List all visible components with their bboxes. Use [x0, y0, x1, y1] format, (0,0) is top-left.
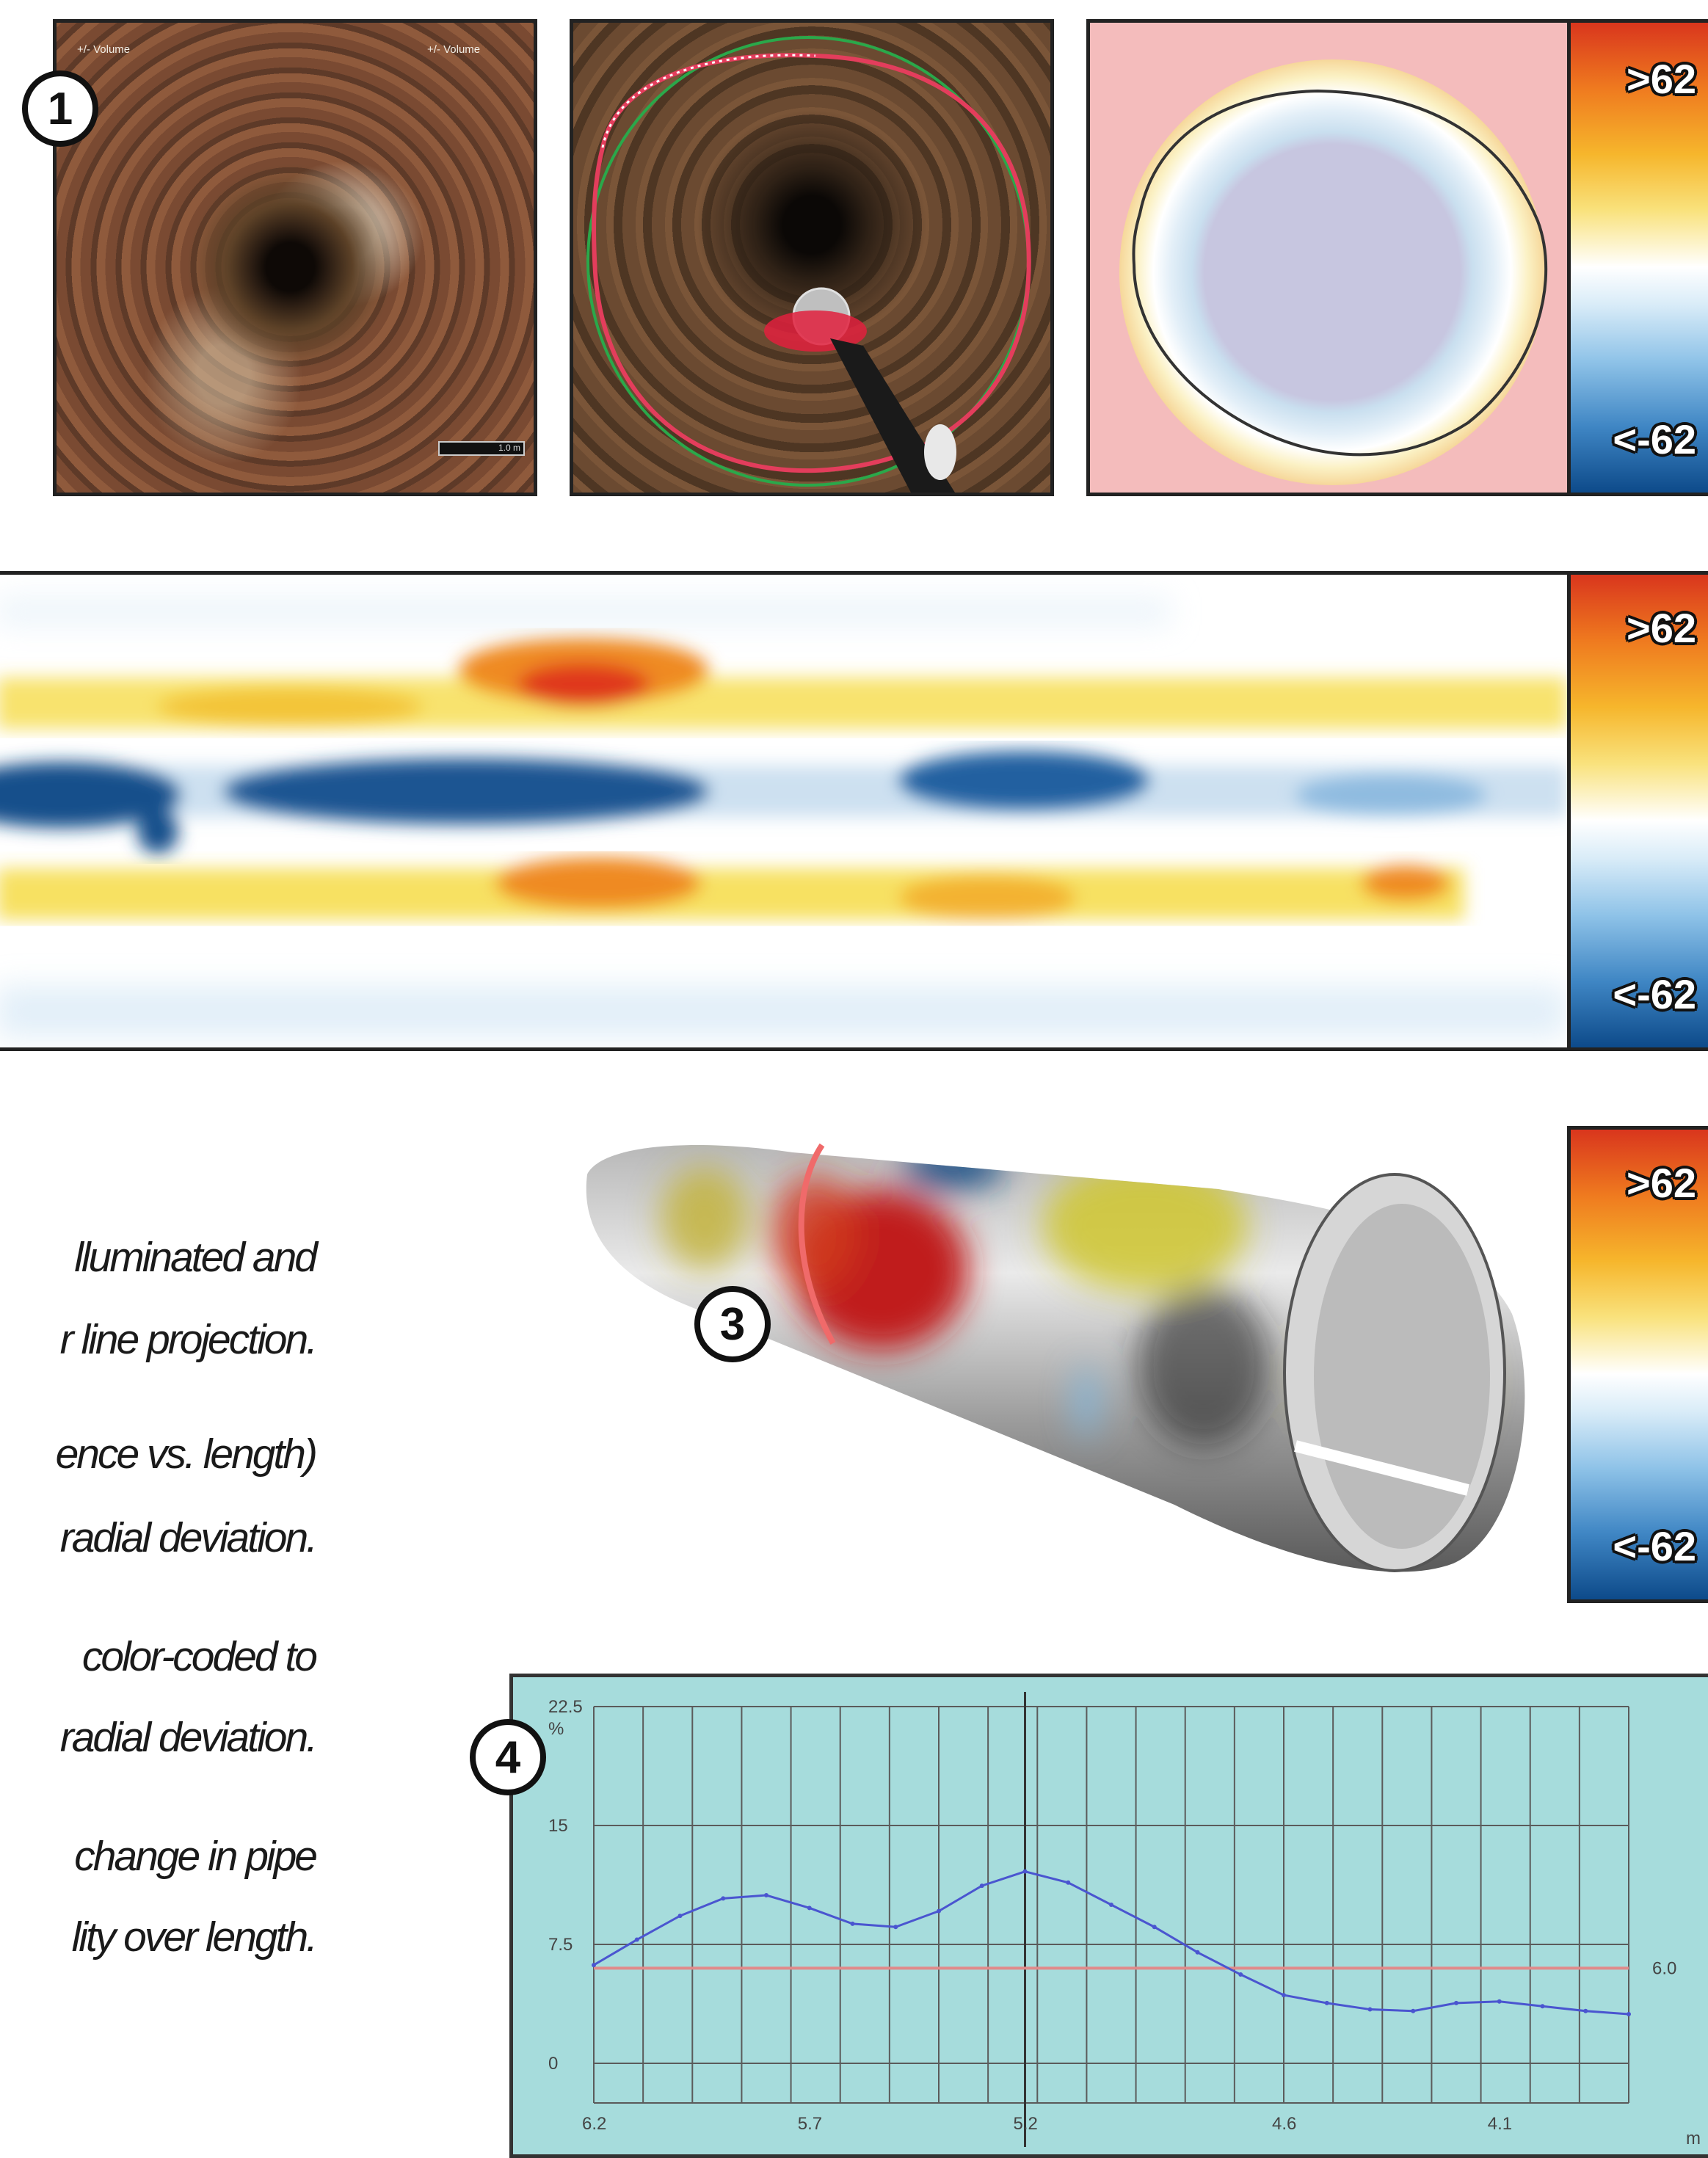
ovality-point	[1411, 2008, 1416, 2013]
ovality-point	[807, 1905, 812, 1911]
pipe-seam	[1294, 1440, 1469, 1496]
measured-profile	[1132, 89, 1548, 457]
sensor-cable	[830, 338, 955, 493]
caption-line-2: r line projection.	[59, 1316, 318, 1363]
step-badge-1: 1	[22, 70, 98, 147]
y-tick-label: 15	[548, 1816, 568, 1836]
ovality-point	[634, 1937, 639, 1942]
upper-band	[0, 637, 1567, 729]
ovality-point	[850, 1921, 855, 1926]
ovality-point	[1109, 1903, 1113, 1907]
ovality-point	[1454, 2000, 1458, 2005]
pipe-section-marker	[798, 1143, 836, 1345]
lower-band	[0, 857, 1464, 920]
vertical-gridlines	[593, 1707, 1629, 2103]
caption-line-8: lity over length.	[71, 1914, 318, 1961]
middle-band	[0, 751, 1567, 854]
ovality-point	[1324, 2000, 1329, 2005]
caption-line-1: lluminated and	[74, 1234, 318, 1281]
ovality-point	[1152, 1925, 1157, 1930]
ovality-point	[1583, 2008, 1588, 2013]
caption-line-3: ence vs. length)	[55, 1431, 318, 1478]
photo-scale-bar: 1.0 m	[438, 441, 525, 456]
cross-section-svg	[1119, 59, 1548, 485]
ovality-point	[1238, 1972, 1243, 1977]
x-tick-label: 4.6	[1272, 2114, 1296, 2134]
horizontal-gridlines	[594, 1706, 1629, 2104]
y-tick-label: %	[548, 1719, 564, 1739]
ovality-point	[937, 1908, 941, 1914]
deviation-ring	[1119, 59, 1545, 485]
ovality-point	[1367, 2007, 1373, 2012]
laser-projection-photo	[570, 19, 1054, 496]
ovality-points	[592, 1869, 1631, 2017]
ovality-point	[1066, 1880, 1071, 1885]
color-scale-3: >62 <-62	[1567, 1126, 1708, 1603]
ovality-point	[1627, 2012, 1631, 2017]
y-tick-label: 0	[548, 2054, 558, 2074]
strip-svg	[0, 597, 1567, 1037]
pipe-inner-wall	[1314, 1204, 1490, 1549]
laser-ring-highlight	[601, 54, 816, 148]
laser-ring-overlay	[586, 36, 1031, 493]
camera-photo-pipe-interior: +/- Volume +/- Volume 1.0 m	[53, 19, 537, 496]
color-scale-1: >62 <-62	[1567, 19, 1708, 496]
step-badge-3: 3	[694, 1286, 771, 1362]
step-badge-4: 4	[470, 1719, 546, 1795]
color-scale-min: <-62	[1613, 416, 1696, 462]
ovality-graph-panel: 22.5% 15 7.5 0 6.2 5.7 5.2 4.6 4.1 6.0 m	[509, 1674, 1708, 2158]
caption-line-5: color-coded to	[81, 1633, 318, 1680]
x-tick-label: 6.2	[582, 2114, 606, 2134]
color-scale-2: >62 <-62	[1567, 571, 1708, 1051]
ovality-point	[1022, 1869, 1028, 1874]
ovality-point	[677, 1914, 683, 1919]
x-tick-label: 5.2	[1014, 2114, 1038, 2134]
ovality-point	[1195, 1950, 1200, 1955]
y-tick-label: 22.5	[548, 1697, 583, 1717]
unrolled-deviation-strip	[0, 571, 1571, 1051]
ovality-point	[721, 1896, 726, 1901]
ovality-point	[592, 1963, 596, 1968]
ovality-point	[979, 1883, 984, 1889]
ovality-point	[1282, 1993, 1286, 1998]
x-axis-ticks: 6.2 5.7 5.2 4.6 4.1	[582, 2114, 1512, 2134]
cross-section-deviation-map	[1086, 19, 1571, 496]
y-axis-ticks: 22.5% 15 7.5 0	[548, 1697, 583, 2074]
bottom-noise	[0, 597, 1567, 1037]
ovality-series-line	[593, 1870, 1629, 2016]
color-scale-max: >62	[1627, 605, 1696, 651]
ovality-point	[893, 1925, 898, 1930]
x-tick-label: 4.1	[1488, 2114, 1512, 2134]
ovality-point	[1540, 2004, 1545, 2009]
color-scale-min: <-62	[1613, 971, 1696, 1017]
caption-line-6: radial deviation.	[59, 1714, 318, 1761]
photo-caption-right: +/- Volume	[427, 43, 481, 56]
ovality-line-chart: 22.5% 15 7.5 0 6.2 5.7 5.2 4.6 4.1 6.0 m	[548, 1692, 1701, 2148]
pipe-3d-model	[586, 1143, 1525, 1572]
light-glare	[924, 424, 956, 480]
color-scale-max: >62	[1627, 56, 1696, 102]
color-scale-min: <-62	[1613, 1523, 1696, 1569]
ovality-point	[764, 1893, 768, 1898]
photo-caption-left: +/- Volume	[77, 43, 131, 56]
x-axis-unit: m	[1686, 2129, 1701, 2148]
y-tick-label: 7.5	[548, 1935, 573, 1955]
threshold-label: 6.0	[1652, 1958, 1676, 1978]
laser-ring-profile	[592, 53, 1031, 473]
color-scale-max: >62	[1627, 1160, 1696, 1206]
caption-line-4: radial deviation.	[59, 1514, 318, 1561]
x-tick-label: 5.7	[798, 2114, 822, 2134]
caption-line-7: change in pipe	[74, 1833, 318, 1880]
ovality-point	[1497, 1999, 1502, 2004]
